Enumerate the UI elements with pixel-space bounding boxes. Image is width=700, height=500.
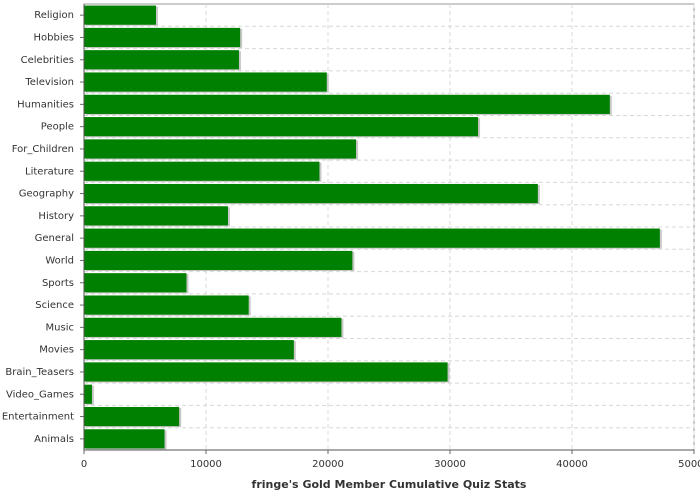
y-tick-label: People xyxy=(41,122,74,133)
bar xyxy=(84,340,294,360)
bar xyxy=(84,139,357,159)
y-tick-label: Geography xyxy=(19,189,74,200)
x-tick-label: 10000 xyxy=(190,459,222,470)
bar xyxy=(84,183,538,204)
y-tick-label: Music xyxy=(46,322,74,333)
bar xyxy=(84,295,249,315)
y-tick-label: For_Children xyxy=(12,144,74,155)
bar xyxy=(84,161,320,181)
y-tick-label: Video_Games xyxy=(6,389,74,400)
bar xyxy=(84,273,187,293)
bar xyxy=(84,406,180,427)
bar xyxy=(84,250,353,271)
y-tick-label: Movies xyxy=(39,345,74,356)
y-tick-label: Entertainment xyxy=(2,412,74,423)
x-tick-label: 40000 xyxy=(556,459,588,470)
bar xyxy=(84,384,92,404)
y-tick-label: History xyxy=(38,211,74,222)
y-tick-label: Television xyxy=(24,77,74,88)
x-tick-label: 20000 xyxy=(312,459,344,470)
bar xyxy=(84,317,342,337)
bar xyxy=(84,228,660,248)
bar xyxy=(84,72,327,92)
bar xyxy=(84,362,448,382)
y-tick-label: Humanities xyxy=(17,99,74,110)
bar xyxy=(84,429,165,449)
y-tick-label: Brain_Teasers xyxy=(5,367,74,378)
y-tick-label: Religion xyxy=(34,10,74,21)
x-tick-label: 0 xyxy=(81,459,87,470)
y-tick-label: Celebrities xyxy=(21,55,74,66)
bar xyxy=(84,94,610,114)
x-tick-label: 30000 xyxy=(434,459,466,470)
y-tick-label: Literature xyxy=(25,166,74,177)
y-tick-label: Animals xyxy=(34,434,74,445)
bar xyxy=(84,50,239,70)
y-tick-label: Science xyxy=(35,300,74,311)
y-tick-label: World xyxy=(45,255,74,266)
bar xyxy=(84,5,156,25)
y-tick-label: General xyxy=(35,233,74,244)
y-tick-label: Hobbies xyxy=(34,32,74,43)
bar xyxy=(84,117,479,137)
chart-title: fringe's Gold Member Cumulative Quiz Sta… xyxy=(252,478,527,491)
y-tick-label: Sports xyxy=(42,278,74,289)
bar xyxy=(84,206,228,226)
x-tick-label: 50000 xyxy=(678,459,700,470)
bar xyxy=(84,27,241,48)
